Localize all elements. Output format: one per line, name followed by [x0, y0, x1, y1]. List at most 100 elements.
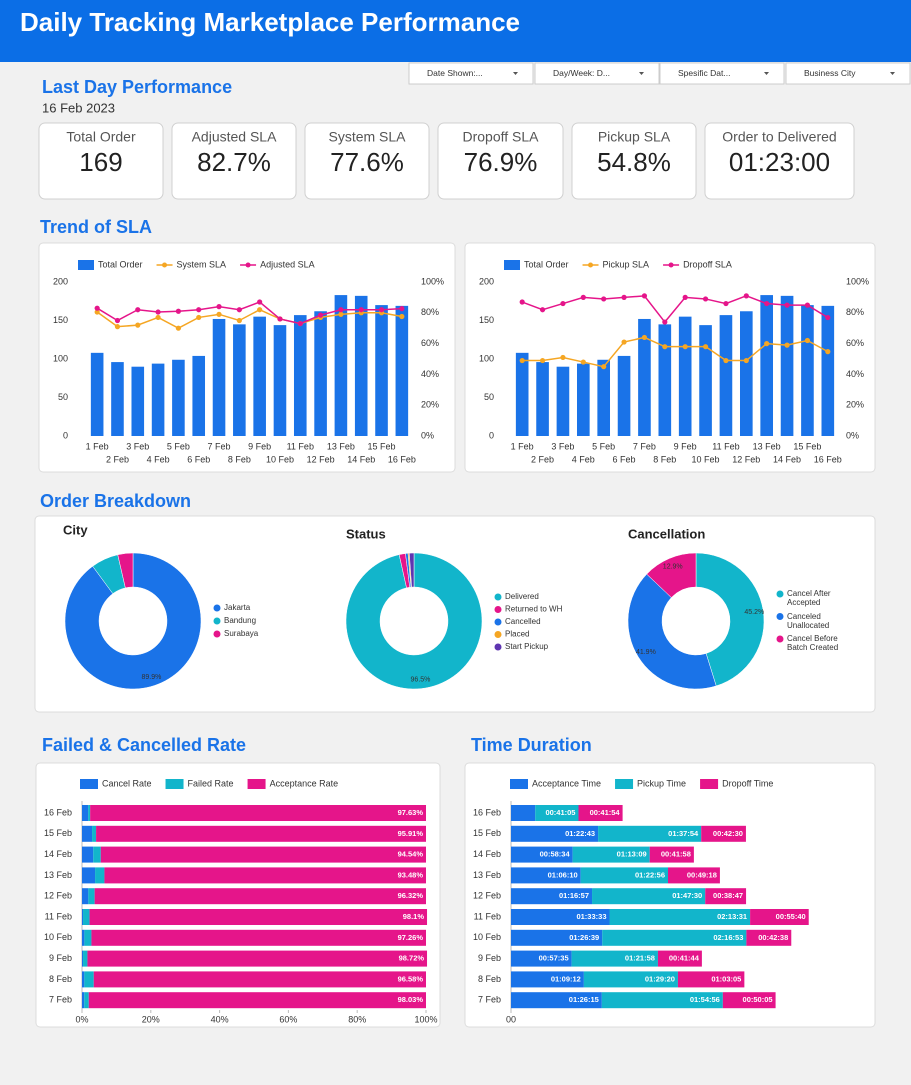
data-label: 00:41:58: [661, 850, 691, 859]
y-tick-label: 8 Feb: [49, 974, 72, 984]
dropdown-arrow: [890, 72, 895, 75]
bar-segment: [511, 992, 602, 1009]
legend-label: Acceptance Rate: [270, 778, 339, 788]
kpi-label: Order to Delivered: [722, 129, 836, 145]
kpi-label: Pickup SLA: [598, 129, 671, 145]
data-label: 01:37:54: [668, 829, 699, 838]
bar: [780, 295, 794, 436]
y2-tick-label: 40%: [421, 369, 439, 379]
bar-segment: [87, 950, 428, 967]
donut-slice: [646, 552, 697, 598]
x-tick-label: 10 Feb: [266, 454, 294, 464]
legend-dot: [776, 635, 784, 643]
bar-segment: [535, 805, 579, 821]
bar: [131, 366, 145, 436]
kpi-card: [304, 122, 430, 200]
line-point: [764, 300, 770, 307]
y-tick-label: 50: [58, 392, 68, 402]
line-point: [641, 334, 648, 341]
line-point: [825, 314, 831, 321]
y-tick-label: 200: [479, 276, 494, 286]
x-tick-label: 10 Feb: [692, 454, 720, 464]
legend-label: Adjusted SLA: [260, 259, 315, 269]
bar-segment: [82, 929, 85, 946]
bar-segment: [571, 950, 658, 967]
legend-label: Canceled Unallocated: [787, 611, 830, 630]
line-point: [804, 337, 811, 344]
line: [522, 336, 829, 368]
legend-label: Start Pickup: [505, 642, 549, 651]
legend-dot: [162, 262, 168, 268]
data-label: 00:50:05: [743, 995, 773, 1004]
donut-slice: [409, 552, 415, 588]
section-title: Trend of SLA: [40, 217, 152, 237]
y-tick-label: 14 Feb: [473, 849, 501, 859]
bar: [801, 305, 814, 436]
y2-tick-label: 80%: [421, 307, 439, 317]
data-label: 01:03:05: [711, 974, 741, 983]
bar-segment: [746, 929, 792, 946]
bar: [212, 318, 226, 436]
kpi-card: [704, 122, 855, 200]
bar-segment: [601, 992, 723, 1009]
legend-swatch: [78, 260, 94, 270]
legend-label: Surabaya: [224, 629, 259, 638]
bar-segment: [88, 805, 91, 821]
legend-dot: [494, 643, 502, 651]
bar-segment: [88, 992, 427, 1009]
bar: [192, 355, 206, 436]
data-label: 41.9%: [636, 649, 656, 656]
legend-dot: [668, 262, 674, 268]
line-point: [257, 307, 263, 313]
line-point: [94, 305, 100, 311]
y-tick-label: 14 Feb: [44, 849, 72, 859]
bar: [719, 315, 733, 436]
bar-segment: [511, 888, 593, 905]
filter-label: Date Shown:...: [427, 68, 483, 78]
bar-segment: [88, 888, 95, 905]
section-title: Last Day Performance: [42, 77, 232, 97]
line-point: [338, 311, 344, 317]
line-point: [236, 317, 242, 324]
bar-segment: [82, 867, 96, 884]
legend-label: Cancelled: [505, 617, 541, 626]
line-point: [723, 300, 729, 307]
bar-segment: [657, 950, 702, 967]
bar-segment: [572, 846, 650, 863]
y-tick-label: 8 Feb: [478, 974, 501, 984]
y-tick-label: 100: [53, 353, 68, 363]
kpi-label: Total Order: [66, 129, 136, 145]
legend-swatch: [700, 779, 719, 789]
line-point: [702, 344, 709, 350]
legend-label: Cancel Rate: [102, 778, 152, 788]
y2-tick-label: 100%: [421, 276, 444, 286]
filter-dropdown: [785, 62, 911, 85]
bar-segment: [82, 805, 89, 821]
legend-dot: [213, 617, 221, 625]
filter-dropdown: [534, 62, 660, 85]
data-label: 96.5%: [411, 676, 431, 683]
line-point: [682, 344, 688, 350]
data-label: 01:16:57: [559, 891, 589, 900]
data-label: 01:29:20: [645, 974, 675, 983]
data-label: 00:58:34: [540, 850, 571, 859]
bar-segment: [668, 867, 720, 884]
data-label: 98.03%: [398, 995, 424, 1004]
x-tick-label: 3 Feb: [126, 441, 149, 451]
x-tick-label: 9 Feb: [674, 441, 697, 451]
donut-slice: [117, 552, 134, 589]
line-point: [804, 302, 811, 308]
date-label: 16 Feb 2023: [42, 100, 115, 115]
line-point: [358, 307, 364, 313]
bar: [90, 352, 104, 436]
legend-swatch: [510, 779, 528, 789]
y-tick-label: 7 Feb: [478, 995, 501, 1005]
bar-segment: [93, 971, 426, 988]
data-label: 97.26%: [398, 933, 424, 942]
y-tick-label: 7 Feb: [49, 995, 72, 1005]
line-point: [825, 349, 831, 355]
page-title: Daily Tracking Marketplace Performance: [20, 7, 520, 37]
legend-label: Pickup Time: [637, 778, 686, 788]
kpi-value: 169: [79, 147, 122, 177]
line-point: [539, 307, 546, 313]
